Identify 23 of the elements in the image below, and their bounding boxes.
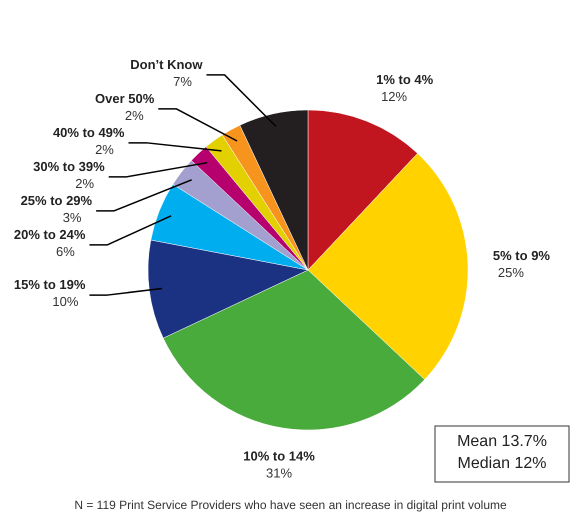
data-label: 12% <box>381 88 408 104</box>
data-label: 2% <box>124 108 144 123</box>
slice-label: 20% to 24% <box>14 226 86 242</box>
data-label: 10% <box>52 294 79 310</box>
slice-label: 25% to 29% <box>20 192 93 208</box>
data-label: 7% <box>173 74 192 89</box>
data-label: 2% <box>75 176 95 191</box>
slice-label: 30% to 39% <box>33 158 106 174</box>
data-label: 6% <box>56 244 76 259</box>
data-label: 25% <box>498 265 524 280</box>
slice-label: 15% to 19% <box>14 277 86 292</box>
text: Median 12% <box>458 455 546 472</box>
slice-label: Don’t Know <box>130 56 204 72</box>
slice-label: 10% to 14% <box>243 448 316 464</box>
slice-label: Over 50% <box>95 90 155 106</box>
slice-label: 1% to 4% <box>376 72 434 87</box>
text: N = 119 Print Service Providers who have seen an increase in digital print volume <box>74 498 507 512</box>
data-label: 2% <box>95 142 114 157</box>
data-label: 3% <box>62 210 82 225</box>
text: Mean 13.7% <box>457 433 547 450</box>
data-label: 31% <box>266 466 293 481</box>
slice-label: 5% to 9% <box>492 248 550 264</box>
slice-label: 40% to 49% <box>52 124 125 140</box>
